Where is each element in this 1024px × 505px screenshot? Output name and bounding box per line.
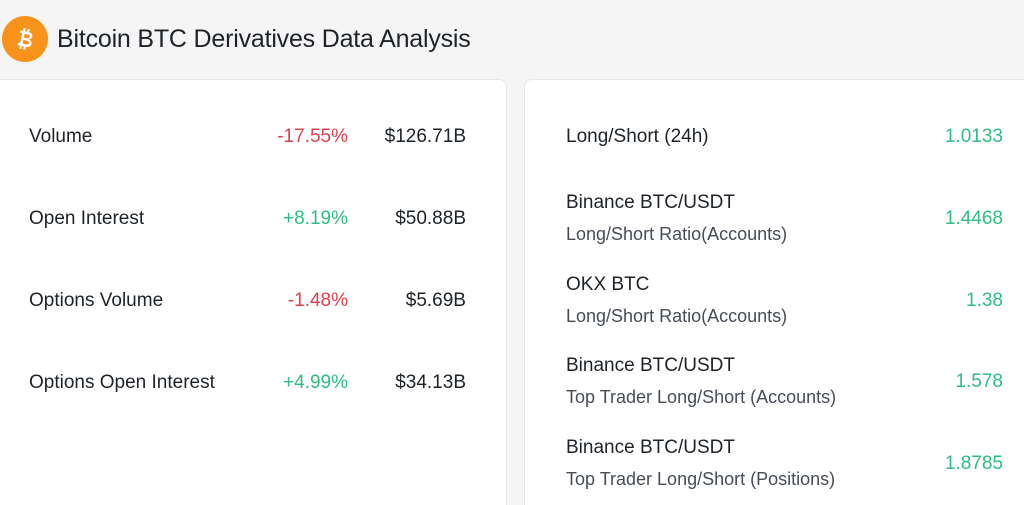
binance-top-trader-accounts-title: Binance BTC/USDT xyxy=(566,355,735,376)
open-interest-value: $50.88B xyxy=(395,208,466,229)
header: Bitcoin BTC Derivatives Data Analysis xyxy=(0,0,1024,80)
options-open-interest-change: +4.99% xyxy=(283,372,348,393)
derivatives-summary-card: Volume -17.55% $126.71B Open Interest +8… xyxy=(0,79,507,505)
options-open-interest-label: Options Open Interest xyxy=(29,372,215,393)
options-open-interest-row: Options Open Interest +4.99% $34.13B xyxy=(0,368,508,398)
volume-value: $126.71B xyxy=(384,126,466,147)
long-short-24h-row: Long/Short (24h) 1.0133 xyxy=(525,122,1024,152)
long-short-card: Long/Short (24h) 1.0133 Binance BTC/USDT… xyxy=(524,79,1024,505)
volume-row: Volume -17.55% $126.71B xyxy=(0,122,508,152)
binance-top-trader-positions-title: Binance BTC/USDT xyxy=(566,437,735,458)
binance-top-trader-positions-row: Binance BTC/USDT Top Trader Long/Short (… xyxy=(525,433,1024,495)
binance-top-trader-accounts-value: 1.578 xyxy=(955,371,1003,392)
binance-top-trader-accounts-subtitle: Top Trader Long/Short (Accounts) xyxy=(566,387,837,407)
options-volume-row: Options Volume -1.48% $5.69B xyxy=(0,286,508,316)
open-interest-label: Open Interest xyxy=(29,208,145,229)
binance-top-trader-positions-value: 1.8785 xyxy=(944,453,1003,474)
okx-accounts-ratio-subtitle: Long/Short Ratio(Accounts) xyxy=(566,306,788,326)
okx-accounts-ratio-title: OKX BTC xyxy=(566,274,650,295)
page-title: Bitcoin BTC Derivatives Data Analysis xyxy=(57,25,471,53)
long-short-24h-value: 1.0133 xyxy=(944,126,1003,147)
options-volume-label: Options Volume xyxy=(29,290,164,311)
long-short-24h-label: Long/Short (24h) xyxy=(566,126,709,147)
okx-accounts-ratio-row: OKX BTC Long/Short Ratio(Accounts) 1.38 xyxy=(525,270,1024,332)
volume-change: -17.55% xyxy=(277,126,348,147)
volume-label: Volume xyxy=(29,126,93,147)
options-volume-value: $5.69B xyxy=(405,290,466,311)
binance-accounts-ratio-row: Binance BTC/USDT Long/Short Ratio(Accoun… xyxy=(525,188,1024,250)
binance-accounts-ratio-title: Binance BTC/USDT xyxy=(566,192,735,213)
open-interest-change: +8.19% xyxy=(283,208,348,229)
binance-accounts-ratio-subtitle: Long/Short Ratio(Accounts) xyxy=(566,224,788,244)
binance-top-trader-positions-subtitle: Top Trader Long/Short (Positions) xyxy=(566,469,836,489)
open-interest-row: Open Interest +8.19% $50.88B xyxy=(0,204,508,234)
binance-accounts-ratio-value: 1.4468 xyxy=(944,208,1003,229)
options-volume-change: -1.48% xyxy=(287,290,348,311)
options-open-interest-value: $34.13B xyxy=(395,372,466,393)
binance-top-trader-accounts-row: Binance BTC/USDT Top Trader Long/Short (… xyxy=(525,351,1024,413)
okx-accounts-ratio-value: 1.38 xyxy=(966,290,1003,311)
bitcoin-icon xyxy=(2,16,48,62)
